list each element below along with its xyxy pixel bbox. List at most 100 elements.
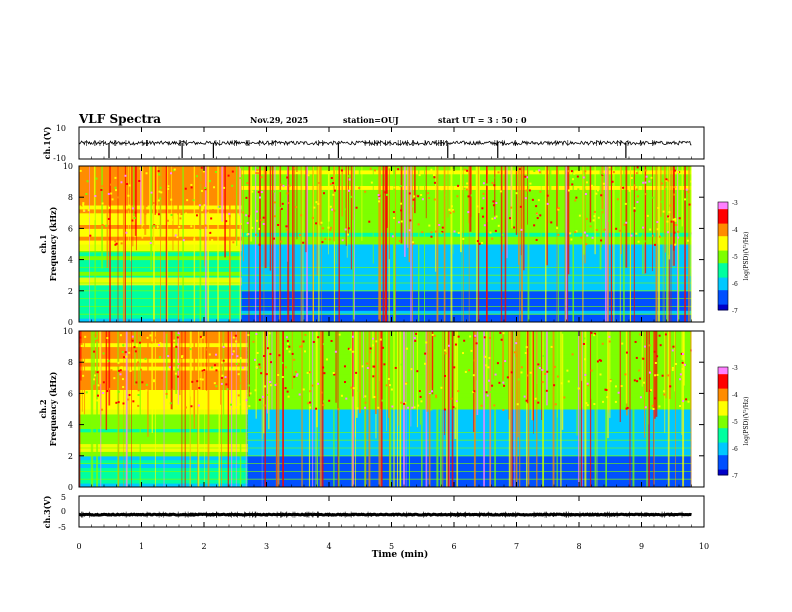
spectrogram-speckle [142,226,145,229]
spectrogram-speckle [137,389,140,392]
spectrogram-speckle [496,362,499,365]
colorbar-segment [718,467,728,471]
spectrogram-speckle [238,403,241,406]
spectrogram-speckle [465,188,468,191]
spectrogram-speckle [158,176,161,179]
spectrogram-speckle [150,341,153,344]
spectrogram-speckle [352,350,355,353]
colorbar-segment [718,442,728,445]
spectrogram-cell [241,267,692,272]
colorbar-tick-label: -4 [732,392,738,399]
spectrogram-speckle [107,192,110,195]
ch3-waveform-trace [78,511,692,518]
colorbar-segment [718,293,728,297]
spectrogram-speckle [665,178,668,181]
spectrogram-speckle [495,215,498,218]
spectrogram-speckle [363,406,366,409]
spectrogram-speckle [131,335,134,338]
spectrogram-cell [79,475,248,480]
spectrogram-speckle [101,202,104,205]
colorbar-segment [718,241,728,244]
spectrogram-cell [79,467,248,472]
spectrogram-speckle [457,335,460,338]
spectrogram-speckle [186,199,189,202]
spectrogram-speckle [541,368,544,371]
spectrogram-speckle [312,340,315,343]
spectrogram-speckle [400,202,403,205]
spectrogram-speckle [448,208,451,211]
spectrogram-speckle [196,380,199,383]
colorbar-segment [718,367,728,370]
spectrogram-cell [241,283,692,288]
colorbar-segment [718,377,728,381]
spectrogram-speckle [286,342,289,345]
spectrogram-speckle [667,179,670,182]
spectrogram-speckle [554,403,557,406]
spectrogram-speckle [254,389,257,392]
spectrogram-speckle [252,393,255,396]
spectrogram-speckle [580,236,583,239]
spectrogram-speckle [157,199,160,202]
spectrogram-speckle [673,231,676,234]
spectrogram-speckle [128,184,131,187]
spectrogram-speckle [448,344,451,347]
spectrogram-speckle [126,182,129,185]
spectrogram-empty-area [691,166,704,322]
spectrogram-speckle [417,404,420,407]
spectrogram-speckle [144,357,147,360]
spectrogram-speckle [431,333,434,336]
spectrogram-speckle [170,198,173,201]
colorbar-segment [718,415,728,418]
spectrogram-speckle [244,207,247,210]
spectrogram-speckle [480,404,483,407]
spectrogram-speckle [344,228,347,231]
spectrogram-speckle [493,404,496,407]
spectrogram-speckle [602,173,605,176]
ch2-spectrogram-ylabel-frequency: Frequency (kHz) [48,371,58,446]
spectrogram-speckle [470,194,473,197]
spectrogram-speckle [671,366,674,369]
spectrogram-cell [79,389,248,394]
spectrogram-speckle [167,187,170,190]
spectrogram-speckle [417,223,420,226]
spectrogram-speckle [141,381,144,384]
spectrogram-speckle [635,356,638,359]
spectrogram-speckle [616,198,619,201]
spectrogram-speckle [134,211,137,214]
spectrogram-speckle [680,352,683,355]
spectrogram-cell [247,397,692,402]
spectrogram-speckle [167,185,170,188]
spectrogram-cell [247,381,692,387]
spectrogram-speckle [556,375,559,378]
spectrogram-speckle [483,224,486,227]
spectrogram-speckle [235,406,238,409]
spectrogram-speckle [358,186,361,189]
spectrogram-cell [241,193,692,198]
spectrogram-speckle [635,172,638,175]
spectrogram-speckle [450,397,453,400]
spectrogram-speckle [175,395,178,398]
spectrogram-speckle [591,236,594,239]
spectrogram-speckle [272,237,275,240]
spectrogram-speckle [307,174,310,177]
colorbar-segment [718,466,728,469]
spectrogram-speckle [385,384,388,387]
spectrogram-speckle [300,345,303,348]
spectrogram-speckle [515,354,518,357]
spectrogram-speckle [636,166,639,169]
spectrogram-speckle [246,222,249,225]
spectrogram-speckle [405,347,408,350]
spectrogram-cell [247,370,692,375]
spectrogram-speckle [156,225,159,228]
spectrogram-speckle [114,240,117,243]
spectrogram-speckle [571,178,574,181]
spectrogram-speckle [109,387,112,390]
colorbar-segment [718,435,728,438]
spectrogram-speckle [323,372,326,375]
spectrogram-speckle [277,181,280,184]
spectrogram-speckle [525,399,528,402]
spectrogram-speckle [177,332,180,335]
spectrogram-cell [241,279,692,284]
spectrogram-speckle [589,225,592,228]
spectrogram-speckle [476,205,479,208]
